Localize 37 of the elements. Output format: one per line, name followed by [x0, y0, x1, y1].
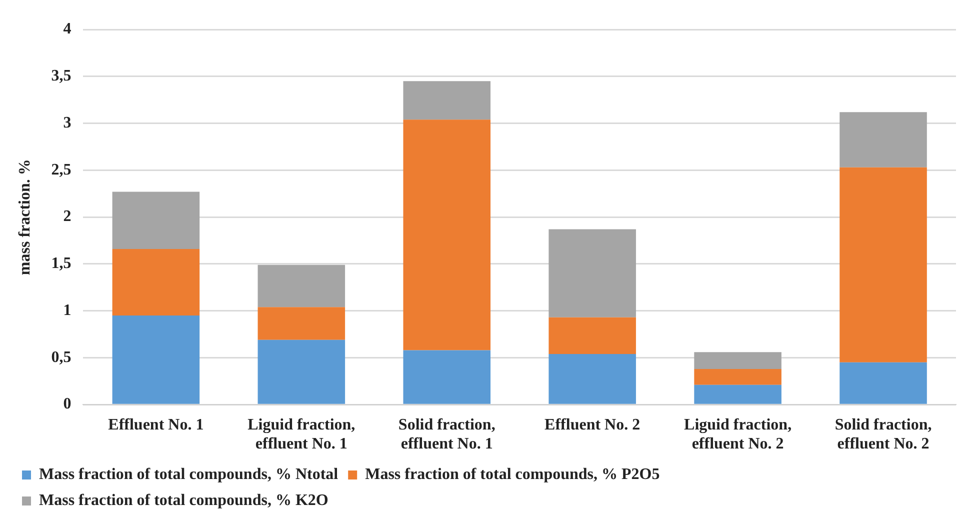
bar: [112, 316, 200, 404]
bar: [403, 350, 491, 404]
bar: [548, 354, 636, 404]
legend-label: Mass fraction of total compounds, % Ntotal: [39, 466, 339, 484]
x-tick-label: Liguid fraction, effluent No. 2: [684, 416, 792, 453]
bar: [112, 248, 200, 316]
y-tick-label: 0,5: [51, 348, 72, 366]
x-tick-label: Solid fraction, effluent No. 2: [834, 416, 932, 453]
y-tick-label: 2,5: [51, 161, 72, 178]
bar: [548, 317, 636, 354]
bar: [258, 264, 346, 308]
x-tick-label: Effluent No. 1: [108, 416, 204, 434]
bar: [840, 112, 927, 168]
bar: [694, 384, 782, 404]
y-axis-title: mass fraction. %: [16, 159, 34, 276]
y-tick-label: 3,5: [51, 68, 72, 85]
bar: [403, 81, 491, 120]
legend-label: Mass fraction of total compounds, % P2O5: [365, 466, 660, 484]
bar: [840, 362, 927, 404]
bar: [112, 192, 200, 249]
y-tick-label: 3: [63, 114, 72, 132]
bar: [694, 352, 782, 369]
bar: [694, 368, 782, 385]
y-tick-label: 1,5: [51, 255, 72, 272]
x-tick-label: Effluent No. 2: [544, 416, 640, 434]
legend-label: Mass fraction of total compounds, % K2O: [39, 492, 328, 510]
y-tick-label: 2: [63, 208, 72, 226]
bar: [258, 340, 346, 404]
y-tick-label: 4: [63, 20, 72, 38]
bar: [840, 167, 927, 362]
x-tick-label: Liguid fraction, effluent No. 1: [248, 416, 356, 453]
bar: [403, 120, 491, 350]
x-tick-label: Solid fraction, effluent No. 1: [398, 416, 496, 453]
y-tick-label: 1: [63, 302, 72, 319]
bar: [548, 229, 636, 318]
y-tick-label: 0: [63, 396, 72, 413]
bar: [258, 307, 346, 340]
